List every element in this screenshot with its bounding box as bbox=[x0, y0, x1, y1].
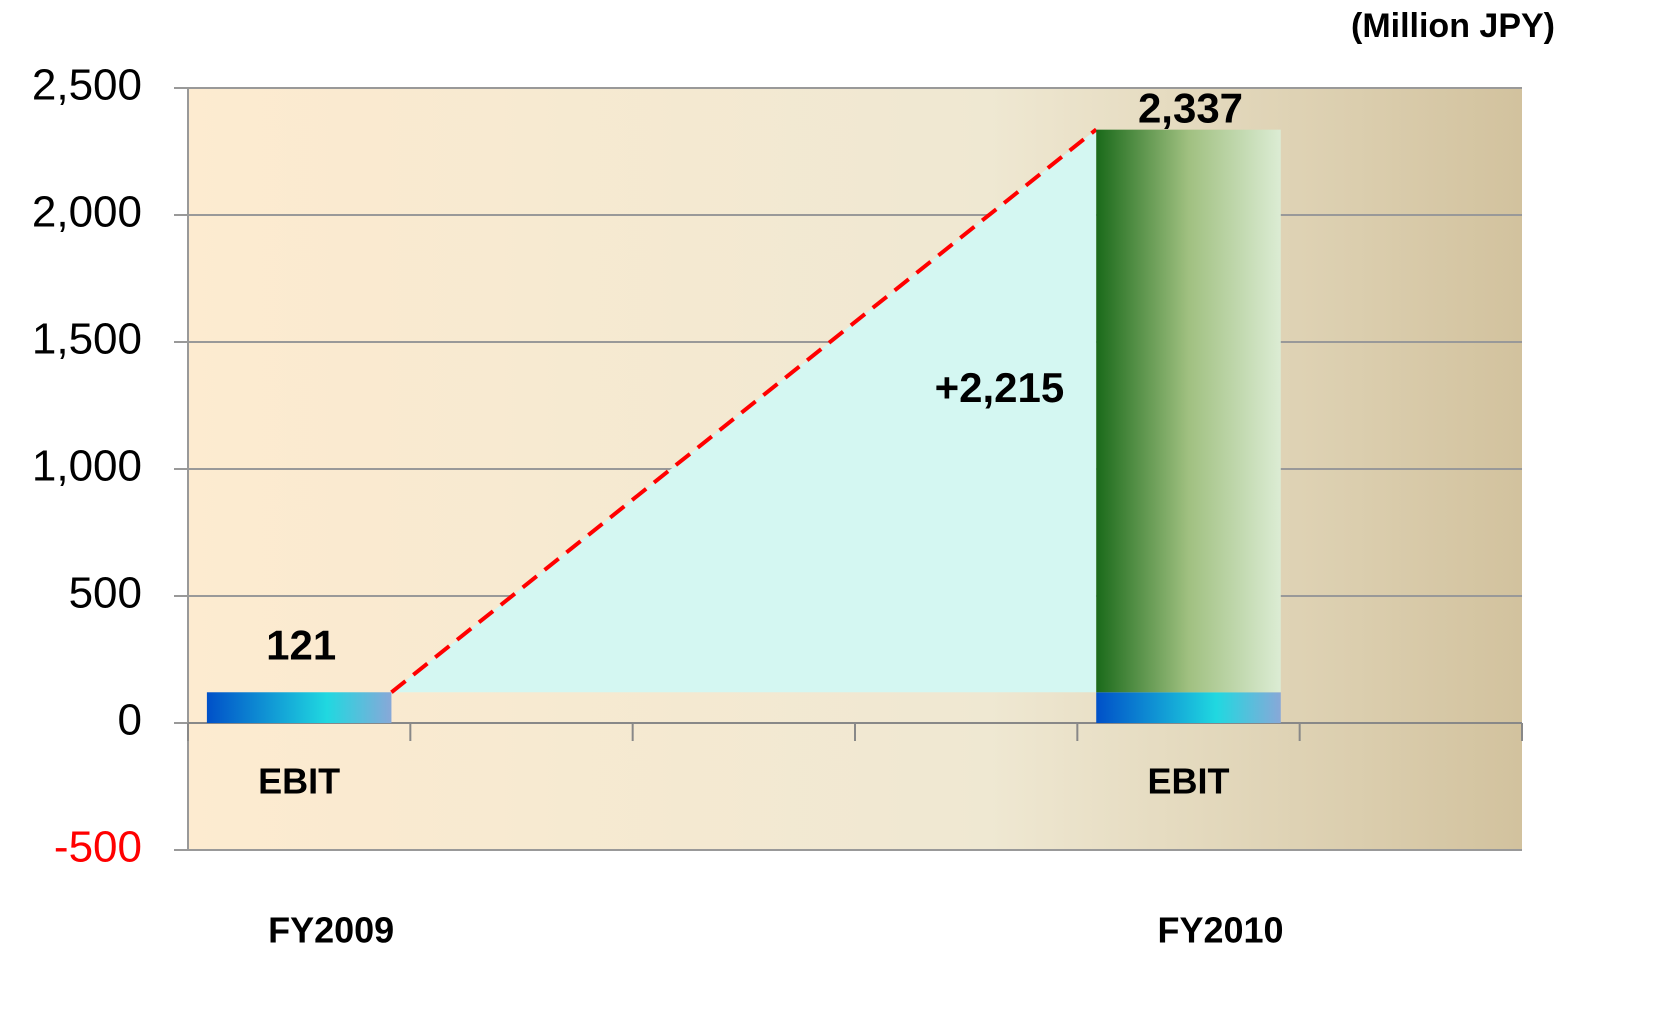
y-tick-label: 500 bbox=[69, 569, 142, 618]
y-tick-label: 1,500 bbox=[32, 315, 142, 364]
y-tick-label: -500 bbox=[54, 823, 142, 872]
connector-line bbox=[390, 127, 1098, 694]
y-tick-label: 2,000 bbox=[32, 188, 142, 237]
y-tick-label: 0 bbox=[118, 696, 142, 745]
x-tick-label: EBIT bbox=[1147, 761, 1229, 802]
bar bbox=[1096, 129, 1281, 693]
y-tick-label: 2,500 bbox=[32, 61, 142, 110]
data-label: 121 bbox=[266, 621, 336, 668]
x-tick-label: EBIT bbox=[258, 761, 340, 802]
total-label: 2,337 bbox=[1138, 84, 1243, 131]
data-label: +2,215 bbox=[935, 364, 1065, 411]
bar bbox=[206, 692, 392, 723]
bar bbox=[1096, 692, 1281, 723]
units-label: (Million JPY) bbox=[1351, 7, 1555, 45]
group-label: FY2009 bbox=[268, 910, 394, 951]
y-tick-label: 1,000 bbox=[32, 442, 142, 491]
group-label: FY2010 bbox=[1157, 910, 1283, 951]
